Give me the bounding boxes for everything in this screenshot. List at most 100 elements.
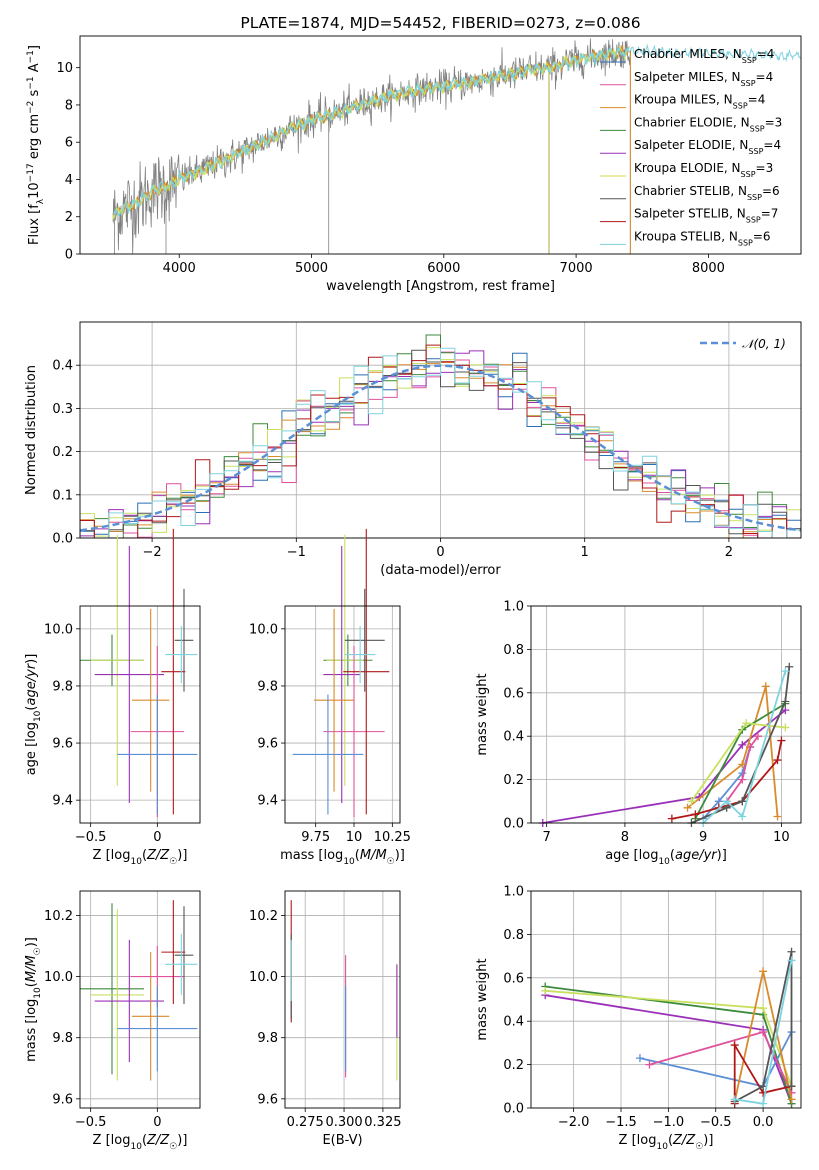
weight-marker (787, 947, 796, 956)
spectrum-lines (112, 38, 801, 254)
label-part: SSP (741, 170, 756, 179)
normal-curve (80, 364, 801, 532)
label-part: Salpeter ELODIE, N (634, 138, 748, 152)
weight-marker (759, 967, 768, 976)
label-part: −17 (26, 163, 36, 182)
label-part: λ (36, 198, 46, 204)
y-axis-label: Normed distribution (24, 365, 39, 495)
axes-frame (79, 321, 802, 539)
axes-frame (530, 890, 802, 1109)
x-tick-label: 0.0 (753, 1115, 774, 1130)
y-tick-label: 0.2 (503, 773, 524, 788)
label-part: SSP (746, 215, 761, 224)
label-part: )] (24, 937, 39, 947)
weight-marker (645, 1060, 654, 1069)
model-spectrum-tail (628, 43, 801, 63)
axes-frame (530, 605, 802, 824)
axes-ebv-mass: 0.275 0.300 0.325 9.6 9.8 10.0 10.2 (249, 891, 402, 1130)
label-part: mass [log (24, 999, 39, 1062)
x-tick-label: −0.5 (75, 1115, 107, 1130)
weight-marker (691, 810, 700, 819)
x-tick-label: 10 (346, 830, 363, 845)
x-tick-label: 4000 (163, 261, 196, 276)
y-tick-label: 1.0 (503, 885, 524, 900)
label-part: Salpeter MILES, N (634, 70, 741, 84)
y-tick-label: 0.4 (503, 730, 524, 745)
weight-marker (787, 1095, 796, 1104)
x-tick-label: 0 (153, 830, 161, 845)
y-tick-label: 0.1 (52, 488, 73, 503)
model-spectrum (112, 44, 630, 220)
x-tick-label: 0.325 (364, 1115, 401, 1130)
weight-marker (635, 1054, 644, 1063)
label-part: M/M (360, 848, 387, 863)
label-part: 10 (33, 710, 43, 722)
label-part: ( (142, 1133, 147, 1148)
lines-z-weight (541, 947, 796, 1108)
label-part: Salpeter STELIB, N (634, 207, 746, 221)
y-tick-label: 0.4 (503, 1015, 524, 1030)
legend-entry: Chabrier STELIB, NSSP=6 (634, 184, 780, 202)
lines-age-weight (538, 662, 794, 827)
label-part: ] (27, 45, 42, 50)
label-part: ( (355, 848, 360, 863)
axes-mass-age: 9.75 10 10.25 9.4 9.6 9.8 10.0 (249, 606, 411, 845)
label-part: A (27, 63, 42, 76)
weight-line (733, 1041, 792, 1104)
label-part: =6 (762, 184, 780, 198)
x-tick-label: 8000 (692, 261, 725, 276)
label-part: 10 (130, 857, 142, 867)
y-tick-label: 10 (56, 61, 73, 76)
label-part: =6 (753, 229, 771, 243)
x-tick-label: 6000 (427, 261, 460, 276)
weight-marker (773, 812, 782, 821)
y-tick-label: 2 (65, 210, 73, 225)
y-tick-label: 9.8 (52, 679, 73, 694)
label-part: ☉ (387, 857, 395, 867)
label-part: s (27, 89, 42, 100)
weight-marker (761, 682, 770, 691)
x-axis-label: Z [log10(Z/Z☉)] (93, 1133, 188, 1152)
label-part: SSP (742, 56, 757, 65)
y-tick-label: 10.0 (249, 622, 278, 637)
x-tick-label: 5000 (295, 261, 328, 276)
label-part: age [log (605, 848, 658, 863)
weight-marker (730, 1095, 739, 1104)
weight-line (702, 670, 787, 824)
weight-marker (759, 1004, 768, 1013)
label-part: SSP (741, 78, 756, 87)
label-part: age [log (24, 722, 39, 775)
x-tick-label: 8 (621, 830, 629, 845)
weight-marker (781, 723, 790, 732)
y-tick-label: 0.4 (52, 359, 73, 374)
weight-marker (541, 986, 550, 995)
points-z-mass (80, 900, 198, 1081)
y-tick-label: 9.8 (52, 1031, 73, 1046)
weight-marker (730, 1041, 739, 1050)
label-part: Z [log (93, 848, 131, 863)
histogram-series (80, 344, 801, 538)
label-part: )] (177, 848, 187, 863)
label-part: =3 (756, 161, 774, 175)
y-tick-label: 10.2 (249, 909, 278, 924)
label-part: 10 (33, 987, 43, 999)
y-tick-label: 0.0 (52, 532, 73, 547)
label-part: Kroupa ELODIE, N (634, 161, 741, 175)
y-axis-label: age [log10(age/yr)] (24, 654, 43, 776)
weight-marker (722, 797, 731, 806)
weight-line (686, 686, 779, 817)
label-part: )] (177, 1133, 187, 1148)
x-axis-label: wavelength [Angstrom, rest frame] (326, 279, 555, 294)
y-tick-label: 9.6 (52, 737, 73, 752)
label-part: Flux [f (27, 204, 42, 245)
label-part: )] (703, 1133, 713, 1148)
axes-frame (284, 890, 401, 1109)
label-part: SSP (733, 101, 748, 110)
y-tick-label: 0 (65, 248, 73, 263)
y-tick-label: 0.3 (52, 402, 73, 417)
label-part: )] (395, 848, 405, 863)
y-axis-label: mass [log10(M/M☉)] (24, 937, 43, 1062)
axes-spectrum: 4000 5000 6000 7000 8000 0 2 4 6 8 10 (56, 61, 724, 276)
weight-marker (753, 732, 762, 741)
y-tick-label: 9.6 (52, 1092, 73, 1107)
